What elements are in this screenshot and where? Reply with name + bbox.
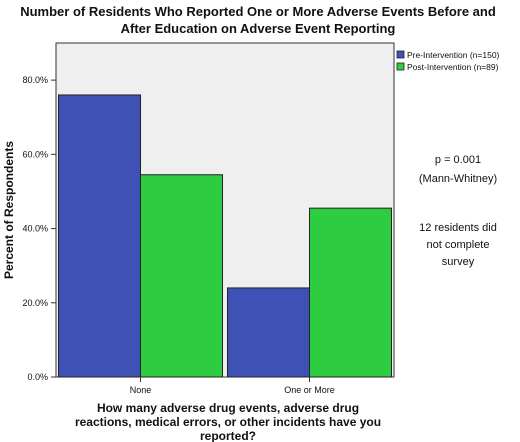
y-axis: 0.0% 20.0% 40.0% 60.0% 80.0% bbox=[22, 75, 56, 382]
x-axis-label-line-3: reported? bbox=[200, 429, 256, 442]
x-axis: None One or More bbox=[130, 377, 335, 395]
incomplete-note-line-2: not complete bbox=[427, 239, 490, 251]
incomplete-note-line-3: survey bbox=[442, 256, 475, 268]
p-value-text: p = 0.001 bbox=[435, 154, 481, 166]
y-tick-label: 80.0% bbox=[22, 75, 48, 85]
x-axis-label-line-1: How many adverse drug events, adverse dr… bbox=[97, 401, 359, 415]
legend-swatch bbox=[396, 62, 405, 71]
bar-pre-none bbox=[58, 94, 141, 378]
p-value-annotation: p = 0.001 (Mann-Whitney) bbox=[419, 154, 497, 185]
legend: Pre-Intervention (n=150) Post-Interventio… bbox=[396, 50, 500, 72]
incomplete-survey-annotation: 12 residents did not complete survey bbox=[419, 222, 497, 268]
x-axis-label-line-2: reactions, medical errors, or other inci… bbox=[75, 415, 381, 429]
chart-title-line-2: After Education on Adverse Event Reporti… bbox=[121, 21, 396, 36]
bar-post-none bbox=[140, 174, 223, 378]
x-tick-label: None bbox=[130, 385, 152, 395]
bar-post-one-or-more bbox=[309, 207, 392, 378]
y-axis-label: Percent of Respondents bbox=[2, 141, 16, 279]
bars bbox=[58, 94, 392, 378]
y-tick-label: 40.0% bbox=[22, 224, 48, 234]
chart-title-line-1: Number of Residents Who Reported One or … bbox=[20, 4, 496, 19]
y-tick-label: 60.0% bbox=[22, 149, 48, 159]
legend-label: Post-Intervention (n=89) bbox=[407, 62, 499, 72]
legend-swatch bbox=[396, 50, 405, 59]
incomplete-note-line-1: 12 residents did bbox=[419, 222, 497, 234]
x-tick-label: One or More bbox=[284, 385, 335, 395]
bar-pre-one-or-more bbox=[227, 287, 310, 378]
x-axis-label: How many adverse drug events, adverse dr… bbox=[75, 401, 381, 442]
legend-label: Pre-Intervention (n=150) bbox=[407, 50, 500, 60]
y-tick-label: 0.0% bbox=[27, 372, 48, 382]
p-value-test-text: (Mann-Whitney) bbox=[419, 173, 497, 185]
chart-title: Number of Residents Who Reported One or … bbox=[20, 4, 496, 36]
y-tick-label: 20.0% bbox=[22, 298, 48, 308]
